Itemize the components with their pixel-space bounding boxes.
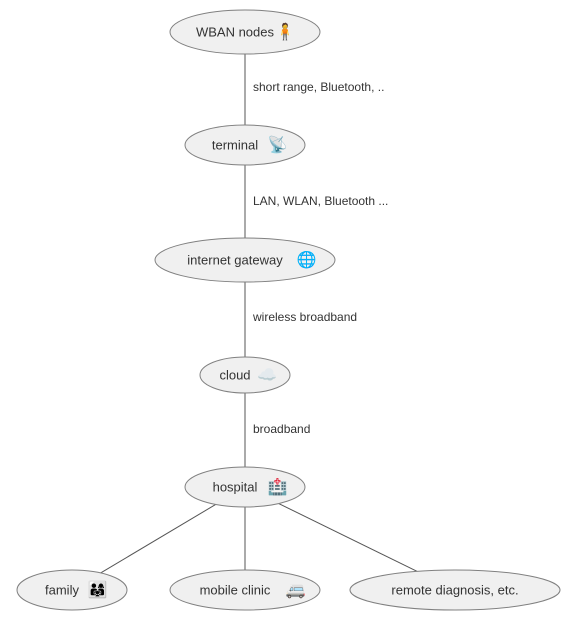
node-cloud-icon: ☁️ [257, 367, 277, 384]
node-hospital: hospital 🏥 [185, 467, 305, 507]
edge-hospital-family [101, 504, 216, 572]
node-hospital-label: hospital [213, 479, 258, 494]
node-gateway: internet gateway 🌐 [155, 238, 335, 282]
node-wban: WBAN nodes🧍 [170, 10, 320, 54]
edge-label-terminal-gateway: LAN, WLAN, Bluetooth ... [253, 194, 388, 208]
node-gateway-label: internet gateway [187, 252, 283, 267]
node-mobile-label: mobile clinic [200, 582, 271, 597]
node-terminal-icon: 📡 [268, 134, 288, 154]
node-gateway-icon: 🌐 [297, 250, 317, 269]
diagram-canvas: short range, Bluetooth, .. LAN, WLAN, Blu… [0, 0, 569, 622]
node-cloud: cloud ☁️ [200, 357, 290, 393]
edge-label-gateway-cloud: wireless broadband [252, 310, 357, 324]
node-remote: remote diagnosis, etc. [350, 570, 560, 610]
edge-label-cloud-hospital: broadband [253, 422, 310, 436]
node-cloud-label: cloud [219, 367, 250, 382]
node-mobile: mobile clinic 🚐 [170, 570, 320, 610]
node-remote-label: remote diagnosis, etc. [391, 582, 518, 597]
node-mobile-icon: 🚐 [286, 582, 306, 599]
node-family-label: family [45, 582, 79, 597]
node-family: family 👨‍👩‍👧 [17, 570, 127, 610]
node-wban-icon: 🧍 [275, 22, 295, 41]
edge-hospital-remote [279, 504, 417, 572]
node-terminal-label: terminal [212, 137, 258, 152]
edge-label-wban-terminal: short range, Bluetooth, .. [253, 80, 384, 94]
node-terminal: terminal 📡 [185, 125, 305, 165]
node-wban-label: WBAN nodes [196, 24, 275, 39]
node-family-icon: 👨‍👩‍👧 [88, 580, 108, 599]
node-hospital-icon: 🏥 [268, 477, 288, 496]
